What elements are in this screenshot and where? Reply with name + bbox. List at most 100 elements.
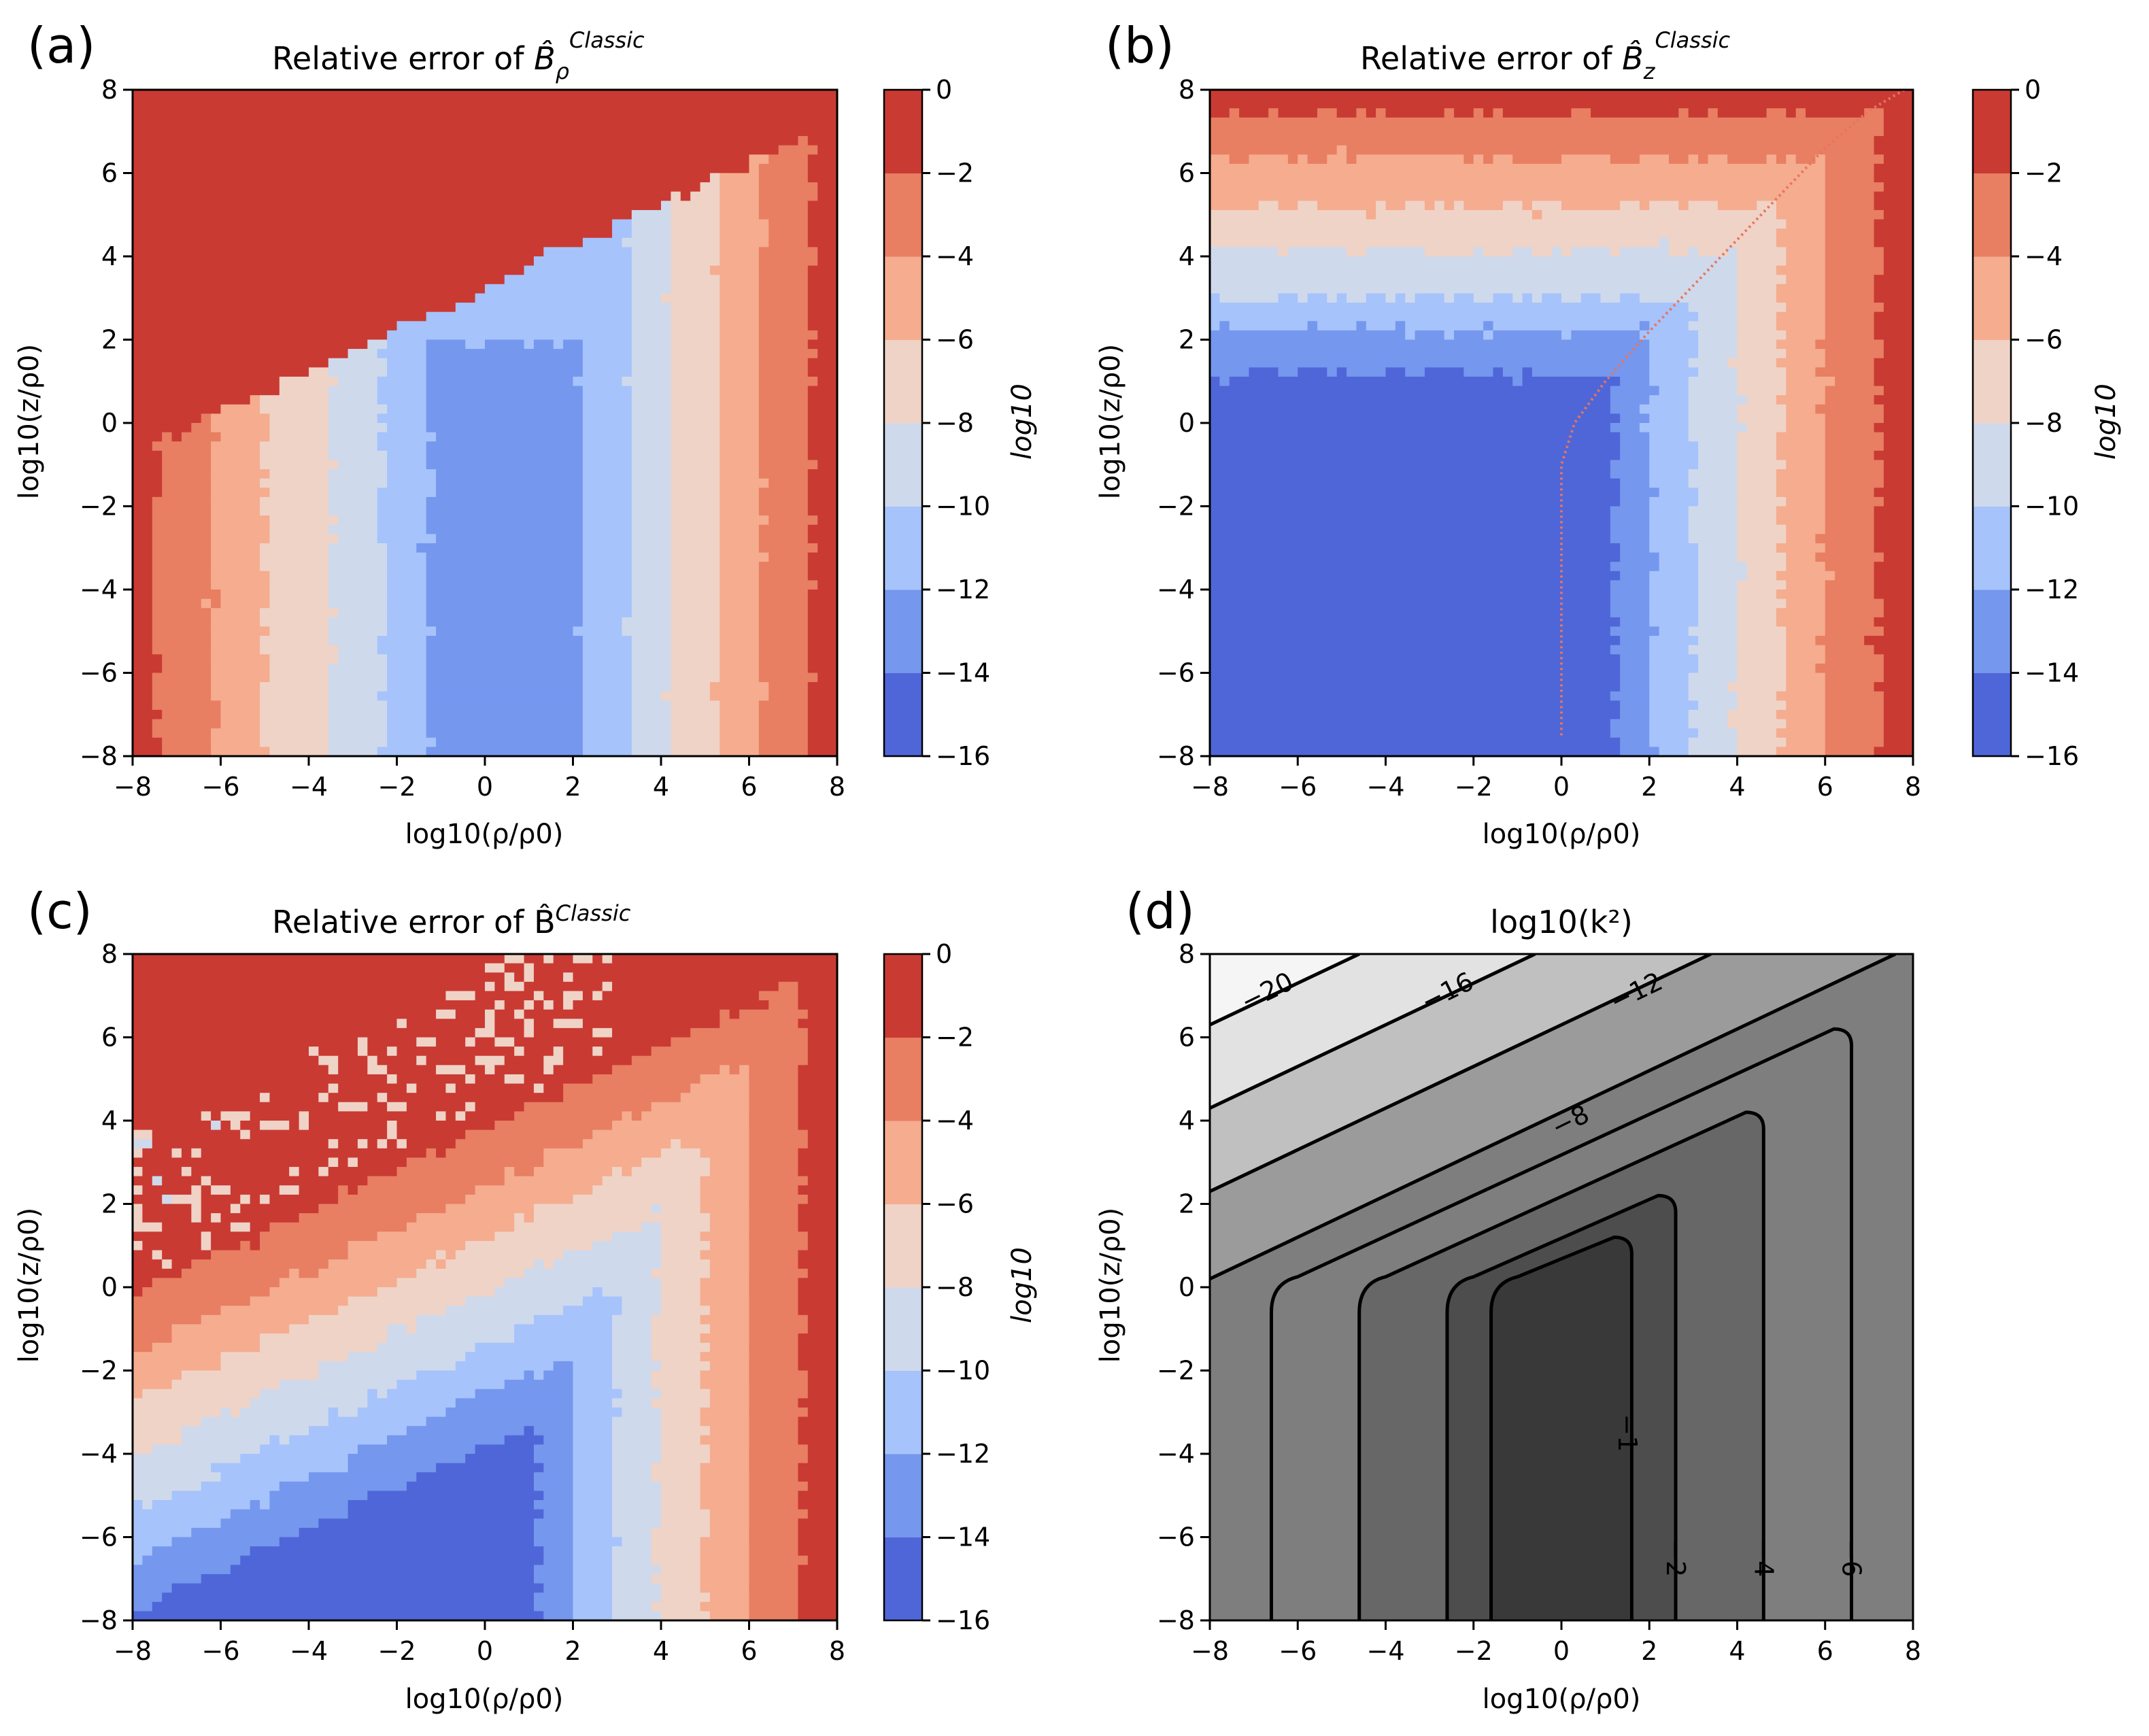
heatmap-cell (133, 1287, 143, 1297)
heatmap-cell (162, 747, 211, 757)
heatmap-cell (328, 747, 378, 757)
heatmap-cell (1298, 154, 1308, 165)
heatmap-cell (807, 311, 838, 322)
heatmap-cell (768, 515, 819, 526)
heatmap-cell (807, 1240, 838, 1251)
heatmap-cell (152, 1250, 163, 1260)
heatmap-cell (612, 1426, 662, 1436)
heatmap-cell (1620, 441, 1651, 452)
heatmap-cell (631, 598, 672, 609)
heatmap-cell (1620, 747, 1660, 757)
heatmap-cell (680, 1139, 750, 1149)
heatmap-cell (573, 1546, 613, 1556)
heatmap-cell (133, 219, 613, 229)
heatmap-cell (387, 700, 427, 711)
heatmap-cell (1786, 460, 1826, 470)
heatmap-cell (133, 1139, 153, 1149)
heatmap-cell (318, 1055, 339, 1066)
heatmap-cell (661, 691, 711, 702)
heatmap-cell (171, 1194, 202, 1205)
heatmap-cell (387, 1324, 407, 1334)
heatmap-cell (1649, 321, 1689, 331)
heatmap-cell (133, 1500, 143, 1510)
heatmap-cell (220, 1472, 309, 1482)
heatmap-cell (1776, 228, 1826, 239)
heatmap-cell (338, 1194, 467, 1205)
heatmap-cell (260, 1444, 358, 1454)
heatmap-cell (1737, 673, 1787, 683)
heatmap-cell (612, 1444, 662, 1454)
heatmap-cell (426, 395, 583, 405)
heatmap-cell (1883, 154, 1914, 165)
heatmap-cell (1610, 580, 1651, 590)
heatmap-cell (1610, 423, 1640, 433)
heatmap-cell (573, 1509, 613, 1520)
y-tick-label: 2 (101, 325, 118, 355)
heatmap-cell (582, 524, 632, 535)
heatmap-cell (328, 562, 388, 572)
heatmap-cell (798, 1472, 838, 1482)
heatmap-cell (133, 747, 163, 757)
heatmap-cell (133, 367, 309, 377)
heatmap-cell (1874, 136, 1914, 146)
panel-b-title: Relative error of B̂zClassic (1360, 27, 1731, 84)
heatmap-cell (1639, 330, 1699, 341)
heatmap-cell (1825, 219, 1875, 229)
heatmap-cell (396, 1278, 505, 1288)
heatmap-cell (387, 423, 427, 433)
heatmap-cell (133, 1601, 153, 1612)
heatmap-cell (1649, 700, 1699, 711)
x-tick-label: 8 (1905, 772, 1921, 802)
heatmap-cell (612, 1481, 662, 1492)
heatmap-cell (758, 496, 809, 507)
x-tick-label: −8 (114, 772, 152, 802)
heatmap-cell (524, 1102, 652, 1112)
heatmap-cell (671, 700, 721, 711)
heatmap-cell (1737, 367, 1787, 377)
heatmap-cell (250, 395, 260, 405)
colorbar-tick-label: −6 (936, 1189, 974, 1219)
heatmap-cell (1825, 598, 1884, 609)
heatmap-cell (582, 1296, 623, 1307)
heatmap-cell (357, 1185, 476, 1195)
heatmap-cell (152, 562, 211, 572)
heatmap-cell (309, 1472, 418, 1482)
heatmap-cell (377, 1389, 388, 1399)
heatmap-cell (1649, 432, 1689, 443)
heatmap-cell (201, 1204, 231, 1214)
heatmap-cell (465, 1129, 594, 1140)
panel-b: (b) Relative error of B̂zClassic −8 −6 −4−… (1095, 17, 2122, 850)
heatmap-cell (1746, 395, 1777, 405)
contour-fills (1210, 954, 1913, 1620)
x-tick-label: −8 (1191, 772, 1229, 802)
heatmap-cell (1737, 450, 1777, 461)
heatmap-cell (387, 1093, 564, 1103)
heatmap-cell (671, 303, 721, 313)
heatmap-cell (152, 636, 211, 646)
heatmap-cell (436, 626, 574, 636)
heatmap-cell (807, 719, 838, 729)
heatmap-cell (377, 488, 437, 498)
heatmap-cell (1737, 303, 1787, 313)
heatmap-cell (709, 1167, 750, 1177)
heatmap-cell (758, 506, 809, 516)
heatmap-cell (807, 1324, 838, 1334)
x-tick-label: −2 (377, 1636, 416, 1666)
heatmap-cell (709, 1324, 750, 1334)
y-tick-label: 8 (1179, 75, 1195, 105)
y-tick-label: 4 (101, 1106, 118, 1136)
heatmap-cell (514, 1009, 525, 1020)
heatmap-cell (504, 1000, 525, 1010)
heatmap-cell (1825, 247, 1884, 257)
heatmap-cell (289, 1167, 300, 1177)
heatmap-cell (426, 358, 583, 369)
heatmap-cell (1356, 108, 1367, 118)
heatmap-cell (798, 1361, 838, 1372)
heatmap-cell (309, 1046, 320, 1057)
heatmap-cell (720, 423, 760, 433)
heatmap-cell (1659, 237, 1670, 248)
heatmap-cell (700, 1287, 750, 1297)
heatmap-cell (758, 524, 809, 535)
heatmap-cell (1210, 145, 1338, 156)
colorbar-tick-label: −10 (936, 1356, 990, 1386)
